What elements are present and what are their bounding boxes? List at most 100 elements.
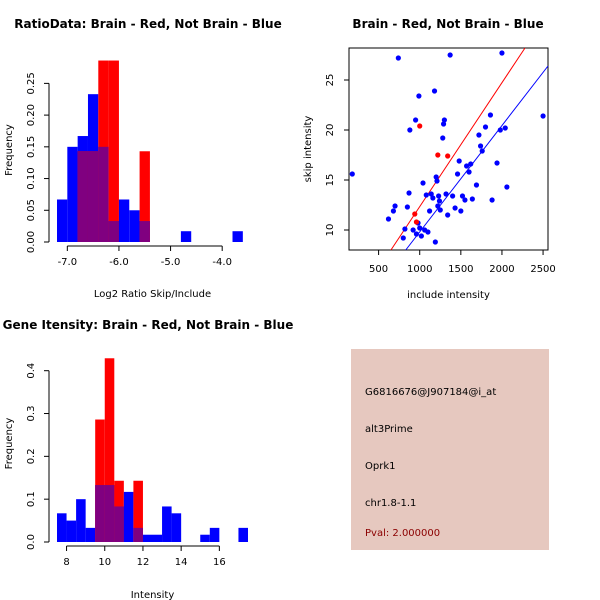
x-tick-label: 2000 bbox=[489, 264, 514, 275]
not-brain-point bbox=[404, 204, 410, 210]
not-brain-point bbox=[476, 132, 482, 138]
not-brain-point bbox=[431, 88, 438, 94]
brain-point bbox=[417, 123, 423, 129]
not-brain-point bbox=[458, 208, 464, 214]
not-brain-point bbox=[497, 127, 503, 133]
not-brain-bar bbox=[162, 506, 172, 542]
not-brain-bar bbox=[123, 491, 134, 542]
y-tick-label: 25 bbox=[325, 74, 336, 87]
not-brain-point bbox=[402, 226, 408, 232]
not-brain-point bbox=[432, 239, 438, 245]
not-brain-point bbox=[454, 171, 461, 177]
overlap-bar bbox=[77, 151, 88, 242]
not-brain-point bbox=[410, 227, 416, 233]
not-brain-point bbox=[407, 127, 413, 133]
pval-text: Pval: 2.000000 bbox=[365, 528, 441, 539]
not-brain-bar bbox=[76, 499, 86, 542]
not-brain-point bbox=[435, 203, 441, 209]
not-brain-bar bbox=[171, 513, 182, 542]
not-brain-point bbox=[440, 135, 446, 141]
not-brain-point bbox=[441, 117, 447, 123]
not-brain-point bbox=[540, 113, 546, 119]
brain-point bbox=[445, 153, 451, 159]
overlap-bar bbox=[87, 151, 99, 242]
x-tick-label: 500 bbox=[369, 264, 388, 275]
not-brain-point bbox=[466, 169, 472, 175]
not-brain-point bbox=[445, 212, 451, 218]
gene-info-panel: G6816676@J907184@i_at alt3Prime Oprk1 ch… bbox=[351, 349, 549, 550]
x-axis-label: Log2 Ratio Skip/Include bbox=[94, 289, 211, 300]
not-brain-bar bbox=[209, 527, 220, 542]
not-brain-point bbox=[499, 50, 505, 56]
brain-bar bbox=[95, 419, 105, 542]
x-tick-label: 1000 bbox=[407, 264, 432, 275]
not-brain-bar bbox=[57, 513, 67, 542]
x-axis-label: Intensity bbox=[131, 590, 175, 600]
brain-bar bbox=[108, 60, 119, 242]
not-brain-point bbox=[473, 182, 480, 188]
not-brain-point bbox=[385, 216, 392, 222]
x-tick-label: -6.0 bbox=[109, 257, 129, 268]
not-brain-point bbox=[456, 158, 462, 164]
y-axis-label: Frequency bbox=[4, 418, 15, 470]
not-brain-point bbox=[504, 184, 510, 190]
not-brain-bar bbox=[66, 520, 77, 542]
not-brain-bar bbox=[232, 231, 243, 242]
y-tick-label: 0.2 bbox=[26, 448, 37, 464]
not-brain-point bbox=[392, 203, 398, 209]
x-tick-label: -7.0 bbox=[58, 257, 78, 268]
not-brain-point bbox=[420, 180, 426, 186]
y-axis-label: skip intensity bbox=[303, 116, 314, 183]
x-tick-label: 2500 bbox=[530, 264, 555, 275]
not-brain-point bbox=[390, 208, 397, 214]
x-axis-label: include intensity bbox=[407, 290, 490, 301]
not-brain-point bbox=[434, 178, 440, 184]
overlap-bar bbox=[114, 506, 124, 542]
brain-bar bbox=[104, 358, 115, 542]
y-tick-label: 0.15 bbox=[26, 136, 37, 158]
not-brain-point bbox=[437, 207, 443, 213]
y-tick-label: 0.1 bbox=[26, 491, 37, 507]
event-type-text: alt3Prime bbox=[365, 424, 413, 435]
chart-title: RatioData: Brain - Red, Not Brain - Blue bbox=[14, 17, 281, 31]
not-brain-point bbox=[479, 148, 485, 154]
not-brain-bar bbox=[67, 146, 78, 242]
chart-title: Gene Itensity: Brain - Red, Not Brain - … bbox=[3, 318, 294, 332]
not-brain-point bbox=[428, 191, 434, 197]
not-brain-point bbox=[477, 143, 484, 149]
x-tick-label: 12 bbox=[137, 557, 150, 568]
not-brain-bar bbox=[238, 527, 248, 542]
brain-point bbox=[413, 219, 420, 225]
y-tick-label: 0.4 bbox=[26, 363, 37, 379]
not-brain-point bbox=[406, 190, 412, 196]
gene-name-text: Oprk1 bbox=[365, 461, 396, 472]
not-brain-bar bbox=[152, 534, 163, 542]
overlap-bar bbox=[108, 221, 119, 242]
red-fit-line bbox=[390, 47, 526, 251]
overlap-bar bbox=[104, 485, 115, 542]
not-brain-bar bbox=[85, 527, 96, 542]
not-brain-bar bbox=[200, 534, 210, 542]
x-tick-label: 16 bbox=[213, 557, 226, 568]
not-brain-point bbox=[502, 125, 508, 131]
not-brain-point bbox=[433, 174, 439, 180]
not-brain-bar bbox=[129, 210, 140, 242]
x-tick-label: 10 bbox=[98, 557, 111, 568]
y-tick-label: 0.25 bbox=[26, 72, 37, 94]
y-tick-label: 10 bbox=[325, 224, 336, 237]
x-tick-label: 1500 bbox=[448, 264, 473, 275]
not-brain-point bbox=[443, 191, 449, 197]
x-tick-label: 8 bbox=[63, 557, 69, 568]
not-brain-point bbox=[349, 171, 355, 177]
probe-id-text: G6816676@J907184@i_at bbox=[365, 387, 497, 398]
not-brain-point bbox=[436, 193, 442, 199]
plot-frame bbox=[348, 47, 549, 251]
not-brain-point bbox=[400, 235, 406, 241]
not-brain-point bbox=[452, 205, 458, 211]
not-brain-point bbox=[469, 196, 475, 202]
not-brain-point bbox=[413, 117, 419, 123]
not-brain-point bbox=[450, 193, 456, 199]
y-tick-label: 15 bbox=[325, 174, 336, 187]
not-brain-bar bbox=[118, 199, 130, 242]
